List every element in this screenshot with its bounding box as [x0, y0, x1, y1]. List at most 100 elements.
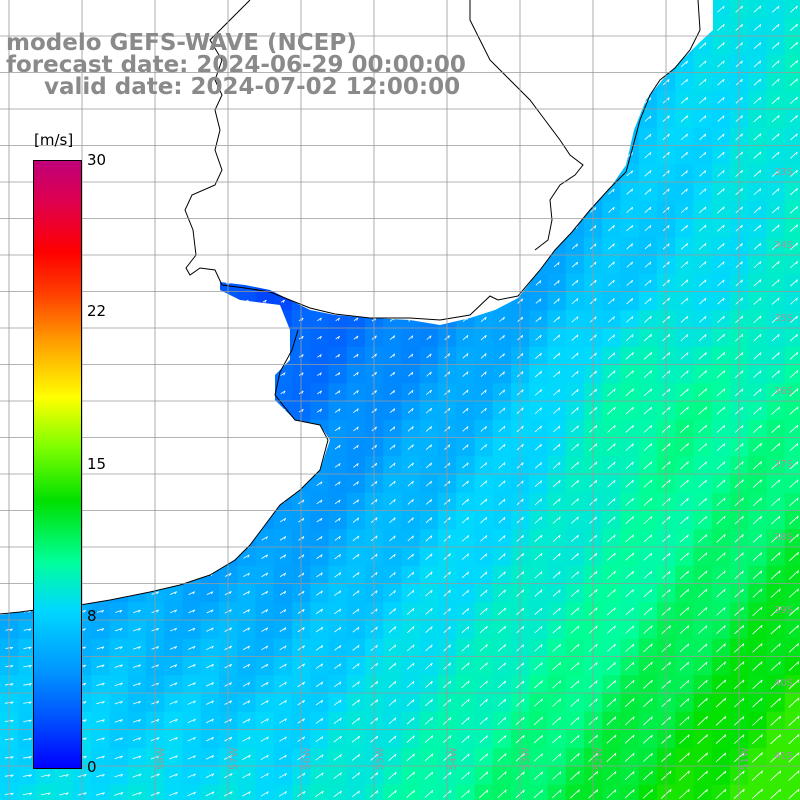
- wind-arrow-head: [375, 353, 377, 357]
- wind-arrow: [790, 133, 798, 141]
- wind-arrow-head: [779, 588, 781, 592]
- wind-arrow-head: [741, 370, 744, 374]
- wind-arrow: [717, 297, 725, 305]
- wind-arrow-head: [723, 388, 726, 392]
- wind-arrow-head: [229, 573, 232, 576]
- wind-arrow-head: [668, 388, 671, 392]
- wind-arrow: [316, 536, 323, 541]
- wind-arrow-head: [577, 425, 579, 429]
- wind-arrow: [771, 114, 780, 123]
- wind-arrow-head: [777, 60, 780, 64]
- wind-arrow-head: [613, 370, 616, 374]
- wind-arrow-head: [777, 188, 780, 192]
- wind-arrow: [353, 390, 359, 395]
- wind-arrow-head: [778, 461, 781, 465]
- wind-arrow: [608, 261, 615, 268]
- wind-arrow-head: [613, 225, 615, 229]
- wind-arrow: [626, 188, 633, 195]
- wind-arrow-head: [339, 554, 341, 558]
- wind-arrow-head: [649, 225, 652, 229]
- wind-arrow-head: [448, 517, 451, 521]
- wind-arrow: [607, 388, 616, 397]
- wind-arrow: [752, 570, 763, 580]
- wind-arrow-head: [594, 279, 597, 284]
- wind-arrow: [480, 407, 487, 414]
- wind-arrow: [771, 42, 780, 50]
- wind-arrow-head: [577, 498, 579, 502]
- wind-arrow-head: [741, 97, 743, 101]
- wind-arrow-head: [484, 407, 487, 412]
- wind-arrow-head: [558, 498, 561, 502]
- wind-arrow: [753, 151, 762, 159]
- wind-arrow: [770, 588, 781, 598]
- wind-arrow: [242, 609, 250, 614]
- wind-arrow: [681, 170, 688, 177]
- wind-arrow-head: [467, 553, 469, 557]
- wind-arrow: [534, 625, 543, 634]
- wind-arrow: [462, 371, 469, 377]
- wind-arrow-head: [705, 424, 708, 429]
- wind-arrow-head: [759, 151, 762, 155]
- wind-arrow-head: [576, 261, 579, 266]
- wind-arrow: [389, 390, 395, 395]
- wind-arrow-head: [705, 352, 707, 356]
- wind-arrow-head: [686, 97, 689, 101]
- wind-arrow-head: [375, 371, 377, 376]
- wind-arrow: [625, 443, 634, 451]
- wind-arrow-head: [595, 589, 598, 593]
- wind-arrow-head: [338, 372, 341, 376]
- wind-arrow: [571, 553, 579, 561]
- wind-speed-cell: [784, 693, 800, 713]
- wind-arrow-head: [650, 571, 653, 575]
- wind-arrow-head: [723, 370, 726, 374]
- wind-arrow-head: [412, 517, 414, 521]
- wind-arrow-head: [430, 389, 432, 393]
- wind-arrow-head: [430, 480, 432, 485]
- wind-arrow: [570, 461, 579, 470]
- wind-arrow-head: [430, 426, 432, 430]
- wind-arrow: [462, 426, 469, 432]
- wind-arrow-head: [759, 78, 762, 82]
- wind-arrow: [570, 443, 579, 451]
- wind-arrow-head: [686, 78, 688, 83]
- wind-arrow-head: [667, 115, 670, 119]
- wind-arrow: [552, 589, 561, 597]
- wind-arrow: [23, 628, 32, 631]
- wind-arrow-head: [412, 444, 414, 448]
- wind-speed-cell: [784, 365, 800, 384]
- wind-arrow-head: [229, 591, 232, 595]
- wind-speed-cell: [529, 784, 548, 800]
- wind-arrow: [534, 370, 542, 378]
- wind-arrow: [698, 534, 708, 543]
- wind-arrow: [753, 352, 762, 360]
- wind-arrow: [334, 408, 341, 413]
- wind-speed-cell: [109, 784, 129, 800]
- wind-arrow-head: [357, 553, 360, 558]
- wind-arrow: [753, 315, 762, 324]
- wind-arrow: [334, 626, 342, 633]
- wind-arrow: [699, 315, 707, 323]
- wind-arrow: [771, 479, 781, 488]
- wind-arrow: [753, 78, 762, 86]
- wind-arrow-head: [649, 188, 652, 192]
- wind-arrow-head: [301, 317, 304, 321]
- wind-arrow-head: [650, 461, 653, 465]
- wind-arrow-head: [650, 370, 653, 374]
- wind-arrow-head: [777, 206, 780, 210]
- wind-arrow: [498, 535, 506, 542]
- wind-arrow: [425, 571, 433, 579]
- wind-arrow-head: [722, 133, 725, 137]
- wind-arrow-head: [485, 553, 488, 557]
- wind-arrow: [625, 424, 634, 433]
- wind-arrow: [680, 97, 688, 104]
- wind-arrow-head: [375, 499, 378, 503]
- wind-arrow-head: [668, 552, 671, 556]
- wind-arrow-head: [521, 316, 524, 321]
- wind-arrow: [698, 406, 708, 415]
- wind-arrow-head: [649, 170, 652, 174]
- wind-arrow: [788, 588, 799, 598]
- wind-arrow: [461, 626, 470, 634]
- wind-arrow-head: [667, 206, 670, 211]
- wind-arrow: [480, 425, 487, 432]
- wind-arrow-head: [247, 591, 250, 595]
